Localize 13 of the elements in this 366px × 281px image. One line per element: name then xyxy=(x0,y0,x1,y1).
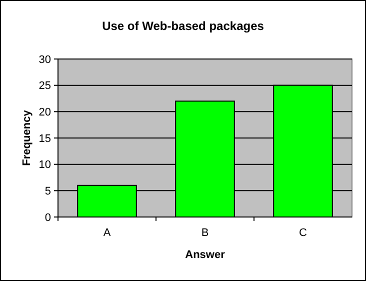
y-tick-label: 25 xyxy=(38,80,51,92)
y-tick-label: 30 xyxy=(38,54,51,66)
y-tick-label: 20 xyxy=(38,106,51,119)
x-tick-label: B xyxy=(201,227,209,239)
y-tick-label: 5 xyxy=(44,186,51,198)
y-tick-label: 15 xyxy=(38,132,51,145)
x-tick-label: A xyxy=(103,227,112,239)
y-axis-title: Frequency xyxy=(21,109,33,166)
y-tick-label: 0 xyxy=(44,212,51,224)
chart-title: Use of Web-based packages xyxy=(102,19,264,33)
y-tick-label: 10 xyxy=(38,159,51,172)
x-tick-label: C xyxy=(299,227,308,239)
x-axis-title: Answer xyxy=(185,249,226,261)
